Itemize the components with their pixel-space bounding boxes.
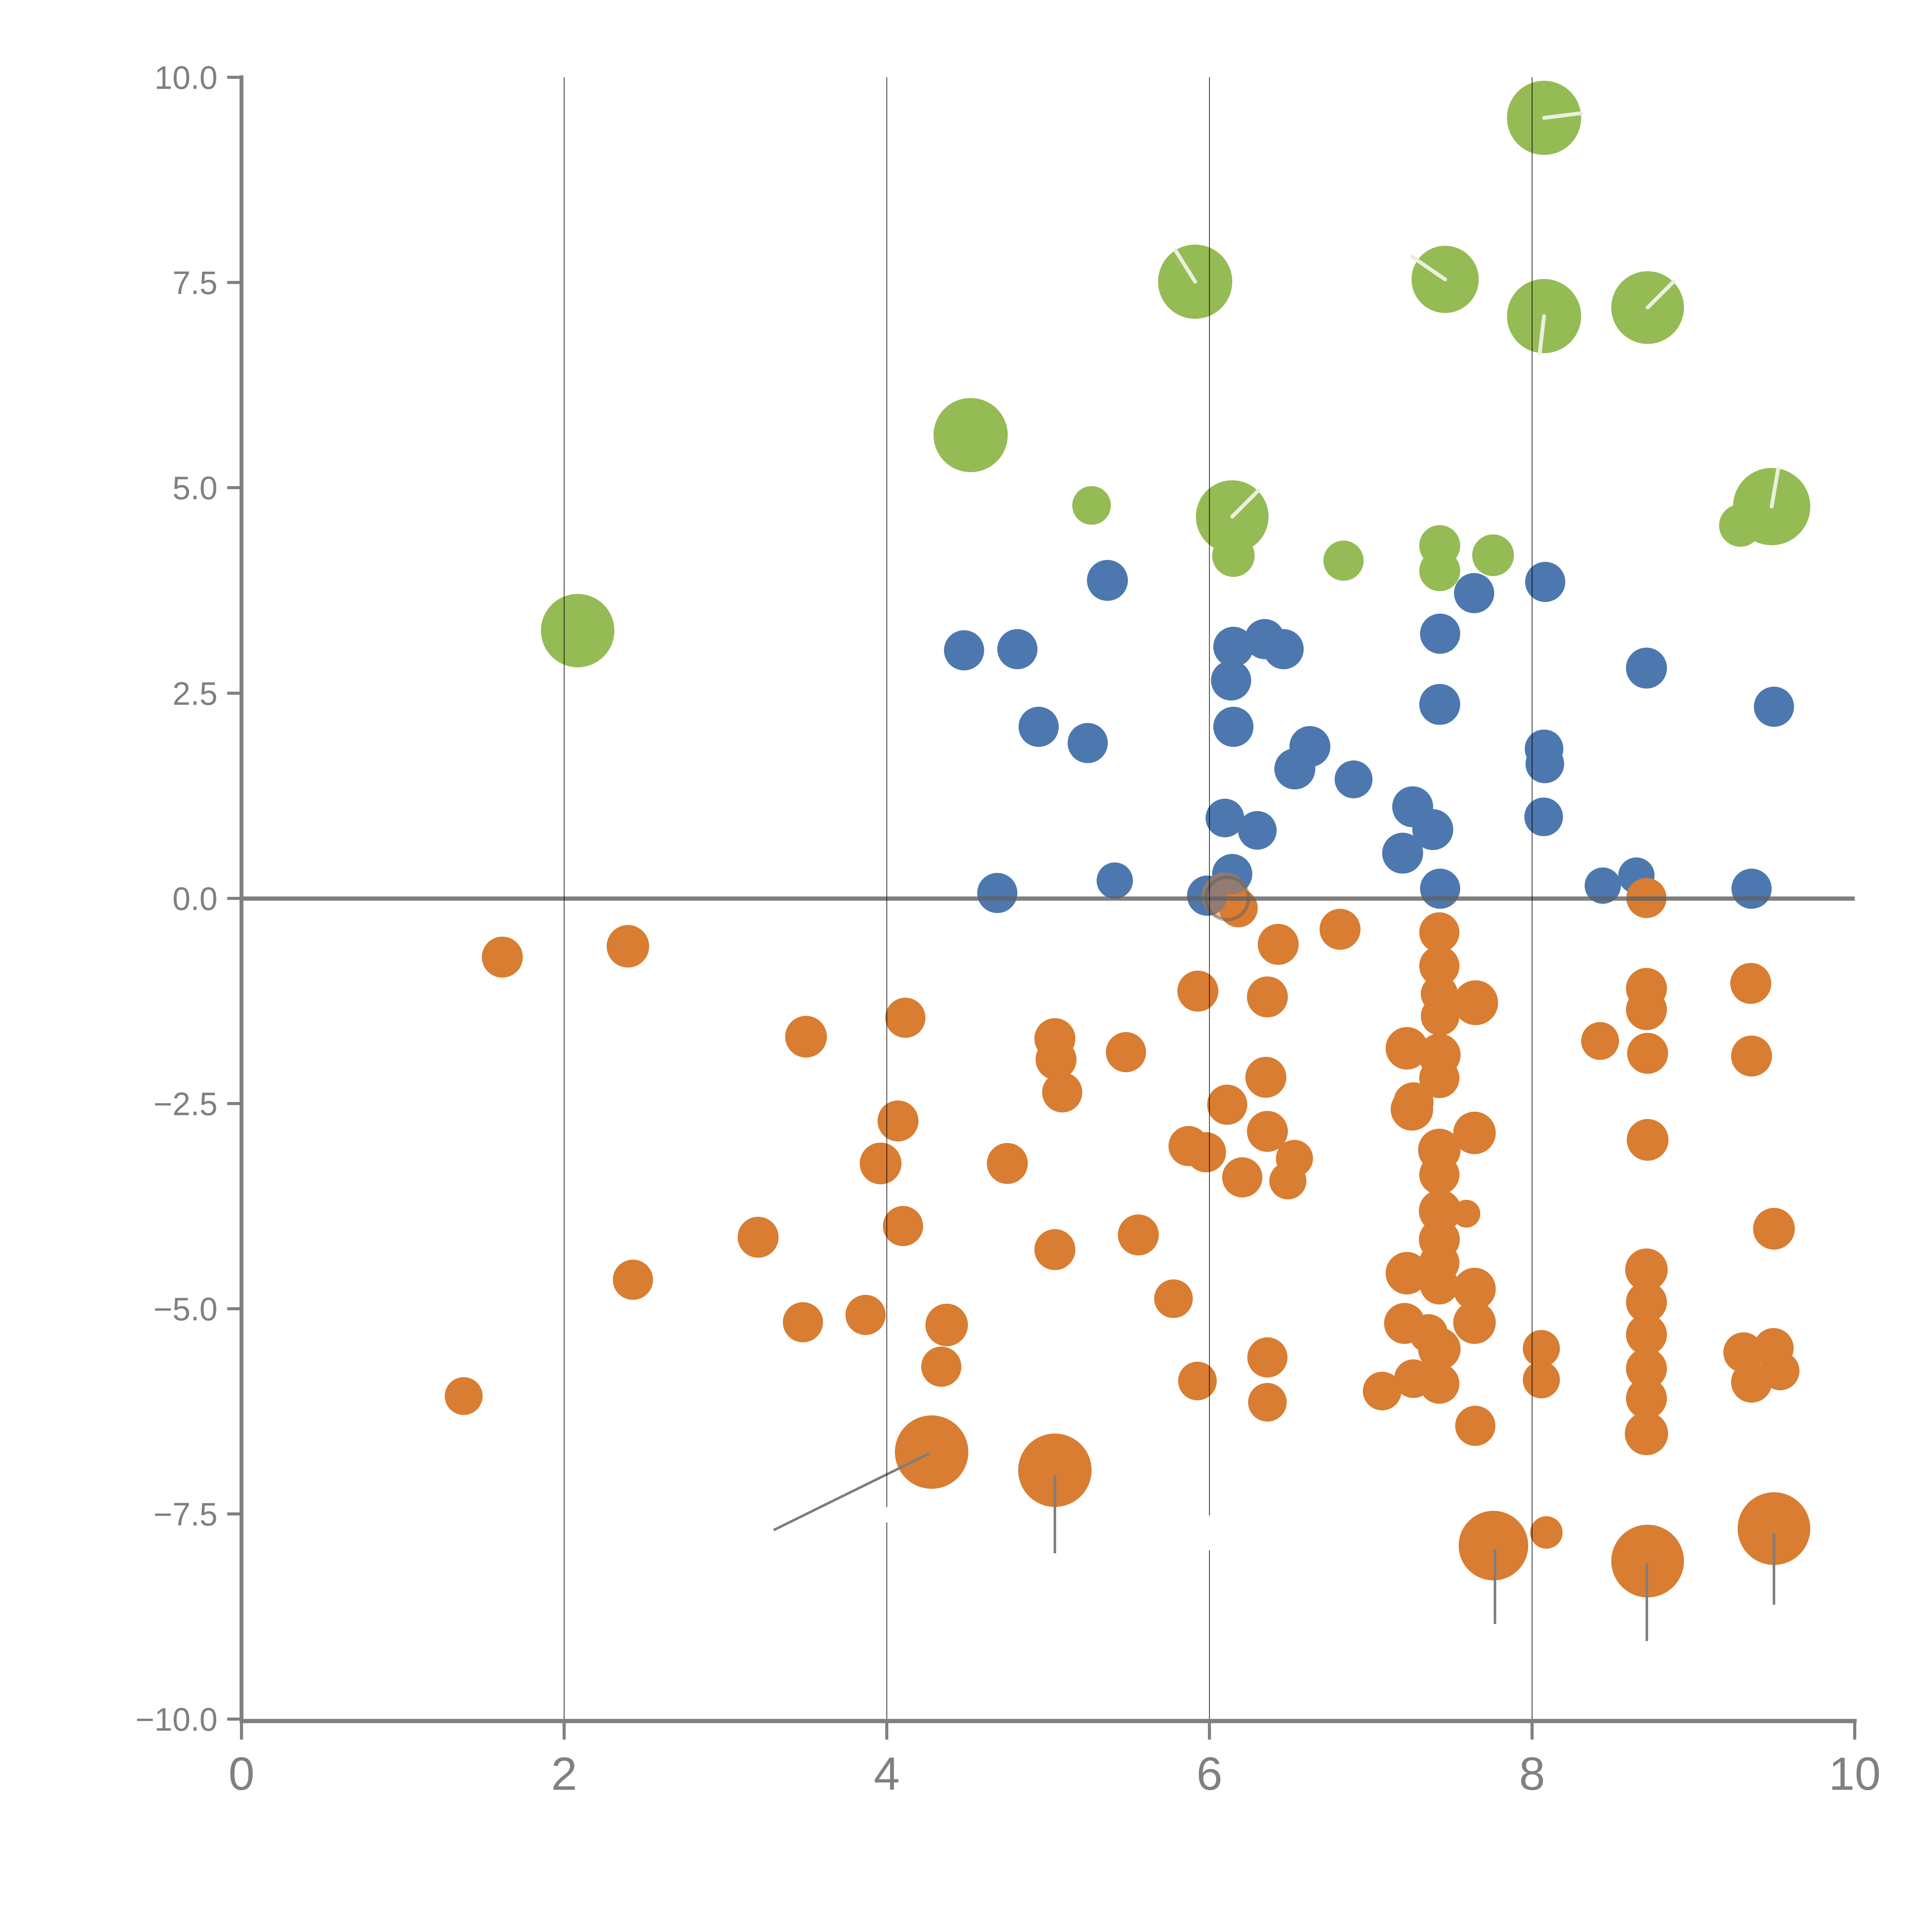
svg-text:10.0: 10.0 <box>155 60 218 96</box>
svg-text:2.5: 2.5 <box>172 675 218 712</box>
svg-text:−2.5: −2.5 <box>153 1086 218 1122</box>
svg-text:5.0: 5.0 <box>172 470 218 506</box>
svg-text:10: 10 <box>1829 1747 1881 1800</box>
svg-text:−5.0: −5.0 <box>153 1291 218 1327</box>
svg-text:8: 8 <box>1519 1747 1545 1800</box>
svg-text:−7.5: −7.5 <box>153 1496 218 1532</box>
svg-text:7.5: 7.5 <box>172 265 218 301</box>
svg-text:4: 4 <box>874 1747 900 1800</box>
svg-text:6: 6 <box>1196 1747 1222 1800</box>
svg-text:−10.0: −10.0 <box>135 1701 218 1738</box>
svg-text:2: 2 <box>551 1747 577 1800</box>
svg-text:0: 0 <box>228 1747 254 1800</box>
svg-text:0.0: 0.0 <box>172 881 218 917</box>
